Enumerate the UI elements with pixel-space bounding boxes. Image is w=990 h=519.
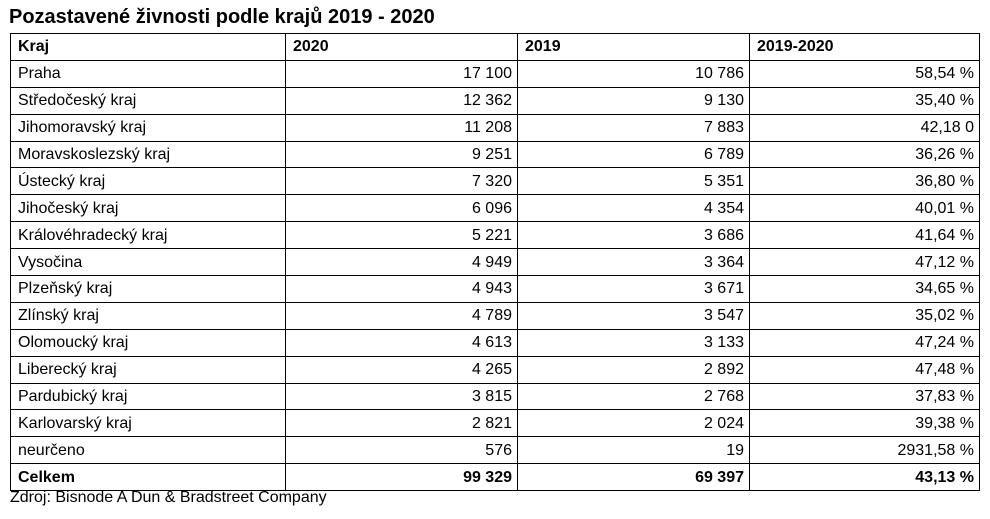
cell-2020: 7 320	[285, 167, 518, 196]
cell-2020: 4 789	[285, 301, 518, 330]
cell-total-ratio: 43,13 %	[749, 463, 980, 492]
table-row: Olomoucký kraj 4 613 3 133 47,24 %	[10, 328, 980, 357]
cell-2020: 4 949	[285, 248, 518, 277]
cell-ratio: 47,24 %	[749, 328, 980, 357]
cell-2020: 6 096	[285, 194, 518, 223]
table-row: Moravskoslezský kraj 9 251 6 789 36,26 %	[10, 140, 980, 169]
table-row: Zlínský kraj 4 789 3 547 35,02 %	[10, 301, 980, 330]
cell-ratio: 58,54 %	[749, 59, 980, 88]
cell-2020: 576	[285, 436, 518, 465]
cell-2020: 17 100	[285, 59, 518, 88]
cell-2019: 3 133	[517, 328, 750, 357]
cell-region: Jihomoravský kraj	[10, 113, 286, 142]
table-row: Vysočina 4 949 3 364 47,12 %	[10, 248, 980, 277]
cell-2020: 12 362	[285, 86, 518, 115]
cell-total-2020: 99 329	[285, 463, 518, 492]
source-note: Zdroj: Bisnode A Dun & Bradstreet Compan…	[10, 489, 327, 506]
cell-region: Moravskoslezský kraj	[10, 140, 286, 169]
table-row: Královéhradecký kraj 5 221 3 686 41,64 %	[10, 221, 980, 250]
cell-region: Karlovarský kraj	[10, 409, 286, 438]
cell-region: Liberecký kraj	[10, 355, 286, 384]
cell-2019: 7 883	[517, 113, 750, 142]
cell-2020: 4 613	[285, 328, 518, 357]
header-2019: 2019	[517, 33, 750, 61]
cell-total-2019: 69 397	[517, 463, 750, 492]
cell-2019: 3 547	[517, 301, 750, 330]
cell-region: Olomoucký kraj	[10, 328, 286, 357]
cell-region: Praha	[10, 59, 286, 88]
cell-2019: 19	[517, 436, 750, 465]
cell-region: Vysočina	[10, 248, 286, 277]
cell-region: Pardubický kraj	[10, 382, 286, 411]
table-total-row: Celkem 99 329 69 397 43,13 %	[10, 463, 980, 492]
cell-region: Královéhradecký kraj	[10, 221, 286, 250]
cell-region: neurčeno	[10, 436, 286, 465]
cell-ratio: 37,83 %	[749, 382, 980, 411]
cell-ratio: 34,65 %	[749, 275, 980, 303]
cell-ratio: 36,26 %	[749, 140, 980, 169]
cell-2020: 5 221	[285, 221, 518, 250]
cell-2020: 11 208	[285, 113, 518, 142]
cell-2019: 9 130	[517, 86, 750, 115]
cell-ratio: 47,12 %	[749, 248, 980, 277]
cell-2019: 2 024	[517, 409, 750, 438]
cell-2020: 3 815	[285, 382, 518, 411]
table-row: Pardubický kraj 3 815 2 768 37,83 %	[10, 382, 980, 411]
table-row: Praha 17 100 10 786 58,54 %	[10, 59, 980, 88]
header-2019-2020: 2019-2020	[749, 33, 980, 61]
header-kraj: Kraj	[10, 33, 286, 61]
cell-total-label: Celkem	[10, 463, 286, 492]
table-header-row: Kraj 2020 2019 2019-2020	[10, 33, 980, 61]
cell-ratio: 35,02 %	[749, 301, 980, 330]
cell-ratio: 42,18 0	[749, 113, 980, 142]
cell-ratio: 47,48 %	[749, 355, 980, 384]
cell-2020: 2 821	[285, 409, 518, 438]
cell-2019: 3 686	[517, 221, 750, 250]
table-row: Karlovarský kraj 2 821 2 024 39,38 %	[10, 409, 980, 438]
table-row: Jihočeský kraj 6 096 4 354 40,01 %	[10, 194, 980, 223]
table-row: Liberecký kraj 4 265 2 892 47,48 %	[10, 355, 980, 384]
cell-ratio: 2931,58 %	[749, 436, 980, 465]
cell-2019: 10 786	[517, 59, 750, 88]
table-row: Ústecký kraj 7 320 5 351 36,80 %	[10, 167, 980, 196]
cell-2020: 4 943	[285, 275, 518, 303]
cell-2019: 3 671	[517, 275, 750, 303]
cell-ratio: 35,40 %	[749, 86, 980, 115]
cell-2019: 6 789	[517, 140, 750, 169]
table-row: neurčeno 576 19 2931,58 %	[10, 436, 980, 465]
header-2020: 2020	[285, 33, 518, 61]
cell-2020: 4 265	[285, 355, 518, 384]
cell-ratio: 36,80 %	[749, 167, 980, 196]
cell-2020: 9 251	[285, 140, 518, 169]
cell-2019: 5 351	[517, 167, 750, 196]
cell-2019: 3 364	[517, 248, 750, 277]
cell-ratio: 41,64 %	[749, 221, 980, 250]
cell-region: Jihočeský kraj	[10, 194, 286, 223]
table-row: Jihomoravský kraj 11 208 7 883 42,18 0	[10, 113, 980, 142]
cell-region: Ústecký kraj	[10, 167, 286, 196]
page-title: Pozastavené živnosti podle krajů 2019 - …	[9, 6, 435, 28]
cell-region: Zlínský kraj	[10, 301, 286, 330]
cell-2019: 4 354	[517, 194, 750, 223]
cell-region: Plzeňský kraj	[10, 275, 286, 303]
table-row: Plzeňský kraj 4 943 3 671 34,65 %	[10, 275, 980, 303]
regions-table: Kraj 2020 2019 2019-2020 Praha 17 100 10…	[10, 33, 980, 492]
cell-region: Středočeský kraj	[10, 86, 286, 115]
cell-2019: 2 768	[517, 382, 750, 411]
table-row: Středočeský kraj 12 362 9 130 35,40 %	[10, 86, 980, 115]
cell-ratio: 39,38 %	[749, 409, 980, 438]
cell-ratio: 40,01 %	[749, 194, 980, 223]
cell-2019: 2 892	[517, 355, 750, 384]
